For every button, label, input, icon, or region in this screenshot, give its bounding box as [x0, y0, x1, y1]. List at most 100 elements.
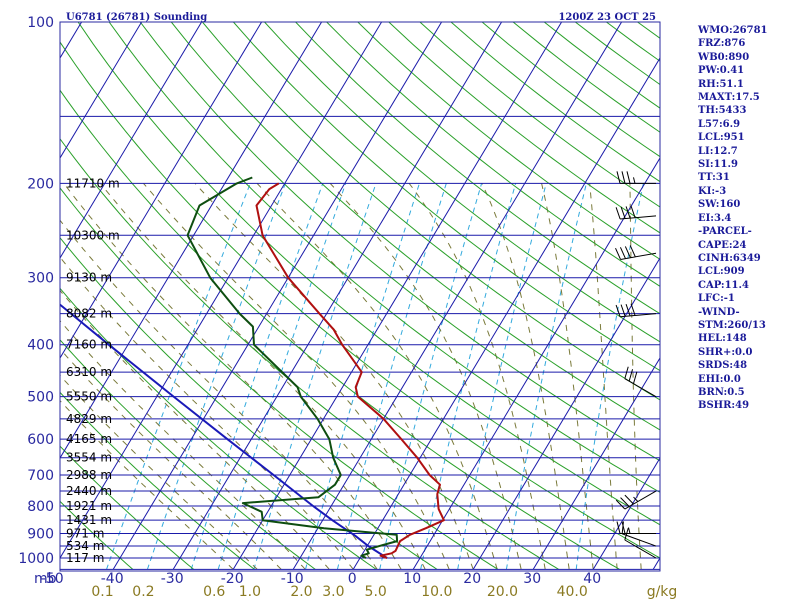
- temperature-tick-label: -40: [101, 571, 124, 587]
- mixing-ratio-line: [336, 183, 447, 570]
- height-label: 3554 m: [66, 451, 112, 465]
- height-label: 4165 m: [66, 432, 112, 446]
- moist-adiabat: [541, 183, 594, 570]
- isotherm-line: [472, 257, 660, 570]
- moist-adiabat: [60, 289, 330, 570]
- moist-adiabat: [329, 183, 522, 570]
- moist-adiabat: [60, 256, 354, 570]
- height-label: 1921 m: [66, 499, 112, 513]
- wind-barb: [616, 521, 656, 534]
- dry-adiabat: [233, 22, 660, 372]
- stability-index-item: -PARCEL-: [698, 226, 752, 238]
- wind-barb-staff: [620, 215, 657, 220]
- wind-barb-feather: [615, 304, 621, 317]
- wind-barb-feather: [630, 303, 636, 316]
- wind-barb-feather: [624, 494, 634, 505]
- wind-barb-half-feather: [633, 177, 636, 184]
- stability-index-item: TT:31: [698, 172, 730, 184]
- pressure-tick-label: 200: [27, 176, 54, 192]
- wind-barb-feather: [621, 171, 626, 184]
- wind-barb-staff: [622, 533, 657, 547]
- isotherm-line: [112, 22, 443, 570]
- wind-barb-staff: [624, 490, 657, 510]
- mixing-ratio-line: [106, 183, 251, 570]
- wind-barb: [615, 303, 657, 318]
- wind-barb: [615, 490, 657, 510]
- dry-adiabat: [77, 22, 660, 526]
- mixing-ratio-label: 0.6: [203, 584, 225, 600]
- wind-barb-feather: [615, 207, 621, 220]
- mixing-ratio-line: [146, 183, 286, 570]
- dry-adiabat: [60, 391, 255, 570]
- mixing-ratio-line: [575, 183, 644, 570]
- dry-adiabat: [60, 445, 195, 570]
- moist-adiabat: [60, 399, 234, 570]
- pressure-axis-label: mb: [34, 571, 57, 587]
- mixing-ratio-line: [420, 183, 517, 570]
- dry-adiabat: [60, 339, 316, 570]
- dry-adiabat: [60, 500, 134, 570]
- mixing-ratio-line: [253, 183, 377, 570]
- stability-index-item: CINH:6349: [698, 252, 761, 264]
- wind-barb-staff: [620, 313, 657, 318]
- stability-index-list: WMO:26781 FRZ:876 WB0:890 PW:0.41 RH:51.1 MAX…: [698, 24, 798, 413]
- stability-index-item: -WIND-: [698, 306, 740, 318]
- wind-barb: [615, 205, 657, 220]
- wind-barb-half-feather: [633, 496, 639, 502]
- wind-barb-staff: [620, 252, 657, 260]
- moist-adiabat: [481, 183, 570, 570]
- stability-index-item: HEL:148: [698, 333, 747, 345]
- pressure-tick-label: 600: [27, 432, 54, 448]
- plot-frame: [59, 21, 661, 572]
- sounding-time: 1200Z 23 OCT 25: [558, 12, 656, 23]
- wind-barb-feather: [620, 497, 630, 507]
- moist-adiabat: [589, 183, 618, 570]
- temperature-tick-label: 30: [523, 571, 541, 587]
- wind-barb: [616, 171, 656, 184]
- wind-barb-feather: [619, 247, 626, 259]
- height-label: 1431 m: [66, 513, 112, 527]
- dry-adiabat: [202, 22, 660, 401]
- mixing-ratio-line: [190, 183, 324, 570]
- mixing-ratio-line: [305, 183, 420, 570]
- mixing-ratio-label: 0.1: [91, 584, 113, 600]
- stability-index-item: RH:51.1: [698, 78, 744, 90]
- isotherm-line: [592, 457, 660, 570]
- temperature-tick-label: 40: [583, 571, 601, 587]
- stability-index-item: L57:6.9: [698, 118, 741, 130]
- pressure-tick-label: 100: [27, 15, 54, 31]
- wind-barb-feather: [626, 171, 631, 184]
- stability-index-item: SI:11.9: [698, 159, 738, 171]
- wind-barb-staff: [624, 378, 657, 398]
- wind-barb: [624, 366, 657, 398]
- stability-index-item: STM:260/13: [698, 319, 766, 331]
- mixing-ratio-label: 10.0: [421, 584, 452, 600]
- isotherm-line: [60, 22, 143, 159]
- height-label: 2440 m: [66, 484, 112, 498]
- mixing-ratio-label: 2.0: [290, 584, 312, 600]
- height-label: 6310 m: [66, 365, 112, 379]
- temperature-tick-label: 0: [348, 571, 357, 587]
- stability-index-item: BRN:0.5: [698, 386, 745, 398]
- temperature-tick-label: -50: [41, 571, 64, 587]
- stability-index-item: LCL:951: [698, 132, 745, 144]
- height-label: 5550 m: [66, 390, 112, 404]
- wind-barb-feather: [624, 527, 629, 541]
- wind-barb: [621, 521, 657, 547]
- isotherm-line: [292, 22, 623, 570]
- moist-adiabat: [408, 183, 546, 570]
- wind-barb-feather: [630, 205, 636, 218]
- temperature-tick-label: -10: [281, 571, 304, 587]
- stability-index-item: BSHR:49: [698, 400, 750, 412]
- isotherm-line: [60, 22, 263, 359]
- pressure-tick-label: 500: [27, 390, 54, 406]
- wind-barb-half-feather: [628, 527, 631, 534]
- stability-index-item: WB0:890: [698, 51, 750, 63]
- moist-adiabat: [629, 183, 642, 570]
- stability-index-item: LCL:909: [698, 266, 745, 278]
- pressure-tick-label: 400: [27, 338, 54, 354]
- moist-adiabat: [143, 183, 450, 570]
- pressure-tick-label: 700: [27, 468, 54, 484]
- mixing-ratio-unit-label: g/kg: [647, 584, 678, 600]
